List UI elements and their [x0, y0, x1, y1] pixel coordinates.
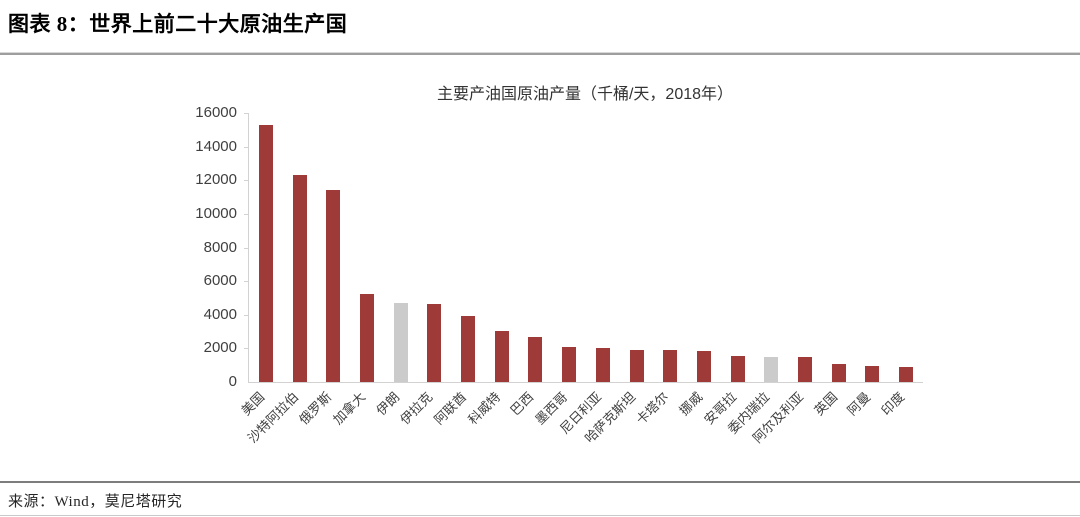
y-axis-tick-mark [244, 213, 249, 215]
bar-18 [831, 363, 846, 382]
y-axis-tick-label: 6000 [203, 272, 237, 290]
bar-12 [629, 349, 644, 382]
bar-10 [562, 347, 577, 382]
bar-15 [730, 356, 745, 382]
bar-5 [393, 302, 408, 382]
plot-area: 0 2000 4000 6000 8000 10000 12000 14000 16000 美国沙… [195, 105, 923, 446]
y-axis-tick-label: 8000 [203, 238, 237, 256]
chart-title: 主要产油国原油产量（千桶/天，2018年） [436, 86, 734, 103]
y-axis-tick-mark [244, 146, 249, 148]
bar-9 [528, 336, 543, 382]
bar-16 [764, 356, 779, 382]
y-axis-tick-mark [244, 348, 249, 350]
bar-7 [461, 315, 476, 382]
bar-11 [595, 347, 610, 382]
bar-4 [359, 294, 374, 382]
y-axis-tick-label: 0 [228, 373, 237, 390]
source-divider [0, 481, 1080, 483]
figure-caption: 图表 8：世界上前二十大原油生产国 [8, 12, 348, 36]
top-divider [0, 52, 1080, 55]
bar-13 [663, 350, 678, 382]
y-axis-tick-mark [244, 180, 249, 182]
y-axis-tick-label: 4000 [203, 305, 237, 323]
bar-17 [798, 356, 813, 382]
bar-8 [494, 330, 509, 382]
bar-2 [292, 175, 307, 382]
bar-20 [899, 367, 914, 382]
y-axis-tick-label: 2000 [203, 339, 237, 357]
y-axis-tick-mark [244, 247, 249, 249]
y-axis-tick-label: 12000 [195, 171, 237, 189]
y-axis-tick-mark [244, 113, 249, 114]
bar-14 [696, 351, 711, 382]
bottom-divider [0, 515, 1080, 516]
bar-3 [326, 189, 341, 382]
bar-19 [865, 365, 880, 382]
y-axis-tick-mark [244, 281, 249, 283]
bar-6 [427, 304, 442, 382]
y-axis-tick-label: 16000 [195, 104, 237, 121]
y-axis-tick-label: 10000 [195, 204, 237, 222]
bar-1 [258, 124, 273, 382]
y-axis-tick-label: 14000 [195, 137, 237, 155]
y-axis-tick-mark [244, 314, 249, 316]
source-note: 来源：Wind，莫尼塔研究 [8, 494, 183, 510]
